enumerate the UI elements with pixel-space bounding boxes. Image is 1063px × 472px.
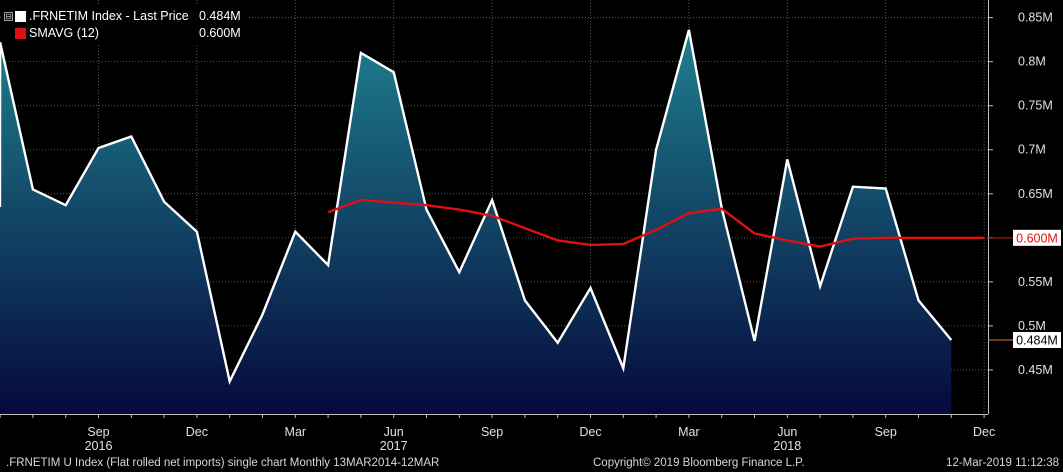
y-tick-label: 0.75M (1018, 99, 1053, 113)
price-series-line (0, 29, 953, 386)
price-chart: 0.45M0.5M0.55M0.6M0.65M0.7M0.75M0.8M0.85… (0, 0, 1061, 453)
y-tick-label: 0.45M (1018, 363, 1053, 377)
last-value-labels: 0.600M 0.484M (988, 229, 1061, 349)
footer-description: .FRNETIM U Index (Flat rolled net import… (6, 457, 440, 469)
legend-price-name: .FRNETIM Index - Last Price (29, 9, 189, 23)
y-tick-label: 0.5M (1018, 319, 1046, 333)
footer-timestamp: 12-Mar-2019 11:12:38 (946, 457, 1059, 469)
sma-last-value-label: 0.600M (1016, 231, 1058, 245)
y-tick-label: 0.7M (1018, 143, 1046, 157)
x-year-label: 2017 (380, 439, 408, 453)
series-lines (0, 29, 985, 386)
price-area (0, 29, 952, 415)
sma-series-line (327, 198, 985, 248)
y-tick-label: 0.8M (1018, 55, 1046, 69)
y-tick-label: 0.55M (1018, 275, 1053, 289)
y-tick-label: 0.65M (1018, 187, 1053, 201)
legend: ⊟ .FRNETIM Index - Last Price 0.484M SMA… (2, 6, 247, 45)
footer-bar: .FRNETIM U Index (Flat rolled net import… (0, 455, 1063, 472)
legend-price-value: 0.484M (199, 9, 241, 23)
last-value-box (1013, 229, 1061, 246)
price-last-value-label: 0.484M (1016, 334, 1058, 348)
last-value-box (1013, 332, 1061, 349)
legend-sma-value: 0.600M (199, 26, 241, 40)
legend-row-sma: SMAVG (12) 0.600M (4, 25, 241, 42)
sma-swatch (15, 28, 26, 39)
x-tick-label: Sep (481, 425, 503, 439)
x-year-label: 2018 (773, 439, 801, 453)
legend-sma-name: SMAVG (12) (29, 26, 99, 40)
x-year-label: 2016 (85, 439, 113, 453)
x-tick-label: Jun (777, 425, 797, 439)
x-tick-label: Sep (875, 425, 897, 439)
footer-copyright: Copyright© 2019 Bloomberg Finance L.P. (593, 457, 805, 469)
legend-row-price: ⊟ .FRNETIM Index - Last Price 0.484M (4, 8, 241, 25)
axes: 0.45M0.5M0.55M0.6M0.65M0.7M0.75M0.8M0.85… (0, 0, 1053, 453)
x-tick-label: Dec (579, 425, 601, 439)
collapse-legend-icon[interactable]: ⊟ (4, 12, 13, 21)
x-tick-label: Mar (285, 425, 307, 439)
price-area-fill (0, 29, 952, 415)
x-tick-label: Jun (384, 425, 404, 439)
price-swatch (15, 11, 26, 22)
x-tick-label: Sep (87, 425, 109, 439)
x-tick-label: Dec (186, 425, 208, 439)
x-tick-label: Mar (678, 425, 700, 439)
y-tick-label: 0.85M (1018, 11, 1053, 25)
x-tick-label: Dec (973, 425, 995, 439)
